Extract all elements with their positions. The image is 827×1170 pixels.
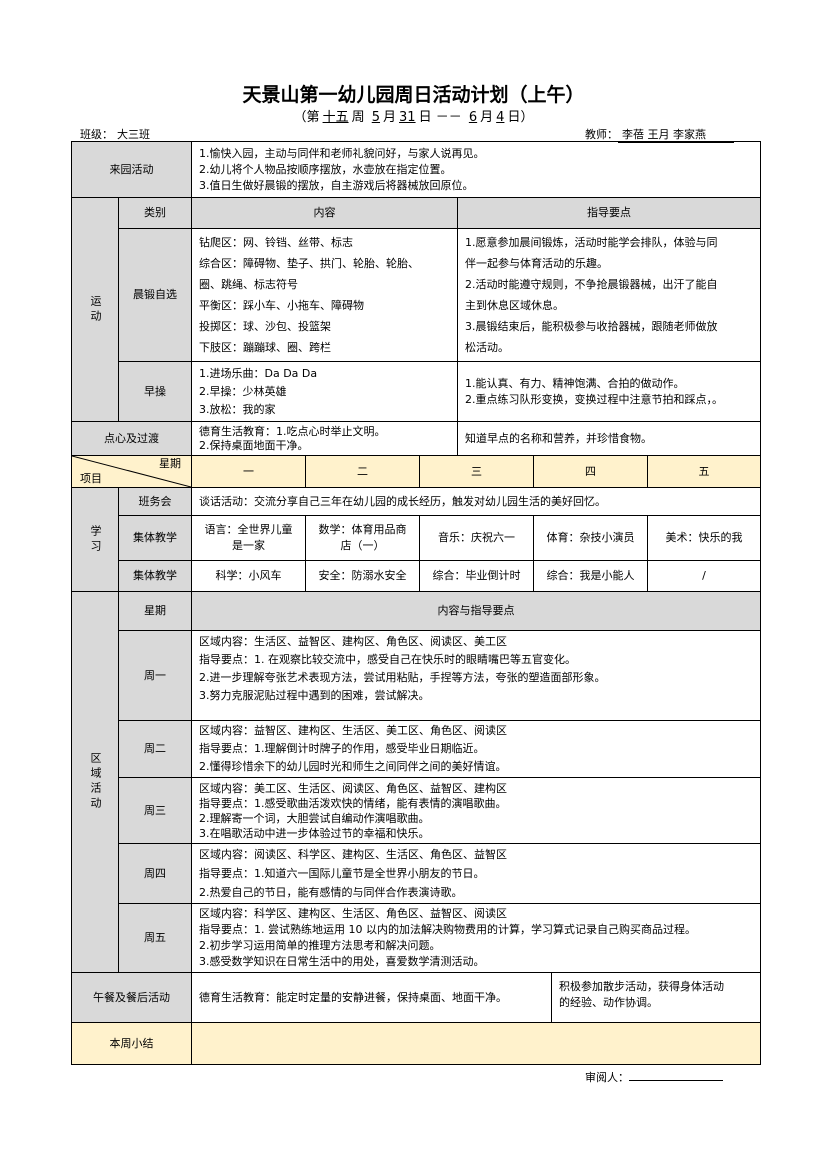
drill-guide: 1.能认真、有力、精神饱满、合拍的做动作。 2.重点练习队形变换，变换过程中注意… (457, 361, 761, 422)
morning-content: 钻爬区：网、铃铛、丝带、标志 综合区：障碍物、垫子、拱门、轮胎、轮胎、 圈、跳绳… (191, 228, 458, 362)
teaching-label: 集体教学 (118, 560, 192, 592)
diagonal-line (72, 456, 191, 487)
lunch-label: 午餐及餐后活动 (71, 972, 192, 1023)
reviewer-label: 审阅人： (585, 1071, 629, 1084)
sub-text: 月 (383, 110, 397, 125)
teaching-cell: 语言：全世界儿童 是一家 (191, 515, 306, 561)
area-day-label: 周二 (118, 720, 192, 778)
summary-label: 本周小结 (71, 1022, 192, 1065)
morning-label: 晨锻自选 (118, 228, 192, 362)
arrival-label: 来园活动 (71, 141, 192, 198)
teaching-cell: 音乐：庆祝六一 (419, 515, 534, 561)
day-header: 五 (647, 455, 761, 488)
category-header: 类别 (118, 197, 192, 229)
sub-text: 周 (351, 110, 365, 125)
teaching-cell: 数学：体育用品商 店（一） (305, 515, 420, 561)
teaching-cell: 美术：快乐的我 (647, 515, 761, 561)
snack-label: 点心及过渡 (71, 421, 192, 456)
snack-content: 德育生活教育：1.吃点心时举止文明。 2.保持桌面地面干净。 (191, 421, 458, 456)
teaching-cell: 体育：杂技小演员 (533, 515, 648, 561)
teacher-label: 教师： (585, 128, 618, 141)
day-header: 二 (305, 455, 420, 488)
lunch-guide: 积极参加散步活动，获得身体活动 的经验、动作协调。 (551, 972, 761, 1023)
area-day-text: 区域内容：生活区、益智区、建构区、角色区、阅读区、美工区 指导要点：1. 在观察… (191, 630, 761, 721)
teaching-cell: 综合：我是小能人 (533, 560, 648, 592)
end-month: 6 (468, 110, 478, 125)
sub-text: 日） (507, 110, 534, 125)
area-label: 区域活动 (71, 591, 119, 973)
week-number: 十五 (322, 110, 349, 125)
exercise-label: 运动 (71, 197, 119, 422)
teaching-cell: 科学：小风车 (191, 560, 306, 592)
week-item-corner: 星期 项目 (71, 455, 192, 488)
meeting-label: 班务会 (118, 487, 192, 516)
day-header: 一 (191, 455, 306, 488)
area-day-text: 区域内容：美工区、生活区、阅读区、角色区、益智区、建构区 指导要点：1.感受歌曲… (191, 777, 761, 844)
lunch-content: 德育生活教育：能定时定量的安静进餐，保持桌面、地面干净。 (191, 972, 552, 1023)
summary-field[interactable] (191, 1022, 761, 1065)
teacher-info: 教师： 李蓓 王月 李家燕 (585, 126, 734, 143)
area-day-text: 区域内容：益智区、建构区、生活区、美工区、角色区、阅读区 指导要点：1.理解倒计… (191, 720, 761, 778)
reviewer-signature-line[interactable] (629, 1068, 723, 1081)
area-day-text: 区域内容：阅读区、科学区、建构区、生活区、角色区、益智区 指导要点：1.知道六一… (191, 843, 761, 904)
page-title: 天景山第一幼儿园周日活动计划（上午） (242, 84, 585, 106)
teaching-cell: 综合：毕业倒计时 (419, 560, 534, 592)
drill-content: 1.进场乐曲：Da Da Da 2.早操：少林英雄 3.放松：我的家 (191, 361, 458, 422)
area-day-text: 区域内容：科学区、建构区、生活区、角色区、益智区、阅读区 指导要点：1. 尝试熟… (191, 903, 761, 973)
sub-prefix: （第 (293, 110, 320, 125)
start-day: 31 (399, 110, 416, 125)
meeting-text: 谈话活动：交流分享自己三年在幼儿园的成长经历，触发对幼儿园生活的美好回忆。 (191, 487, 761, 516)
reviewer: 审阅人： (585, 1068, 723, 1085)
start-month: 5 (371, 110, 381, 125)
area-day-header: 星期 (118, 591, 192, 631)
class-label: 班级： (80, 128, 113, 141)
area-day-label: 周五 (118, 903, 192, 973)
area-day-label: 周四 (118, 843, 192, 904)
drill-label: 早操 (118, 361, 192, 422)
day-header: 三 (419, 455, 534, 488)
snack-guide: 知道早点的名称和营养，并珍惜食物。 (457, 421, 761, 456)
sub-text: 日 －－ (418, 110, 462, 125)
guide-header: 指导要点 (457, 197, 761, 229)
item-label: 项目 (80, 472, 102, 485)
area-day-label: 周一 (118, 630, 192, 721)
arrival-text: 1.愉快入园，主动与同伴和老师礼貌问好，与家人说再见。 2.幼儿将个人物品按顺序… (191, 141, 761, 198)
end-day: 4 (496, 110, 505, 125)
area-content-header: 内容与指导要点 (191, 591, 761, 631)
sub-text: 月 (480, 110, 494, 125)
teaching-label: 集体教学 (118, 515, 192, 561)
teaching-cell: 安全：防溺水安全 (305, 560, 420, 592)
day-label: 星期 (159, 457, 181, 470)
teaching-cell: / (647, 560, 761, 592)
date-range: （第 十五周 5 月 31 日 －－ 6 月 4 日） (0, 106, 827, 125)
morning-guide: 1.愿意参加晨间锻炼，活动时能学会排队，体验与同 伴一起参与体育活动的乐趣。 2… (457, 228, 761, 362)
area-day-label: 周三 (118, 777, 192, 844)
teacher-value: 李蓓 王月 李家燕 (618, 126, 734, 143)
day-header: 四 (533, 455, 648, 488)
study-label: 学习 (71, 487, 119, 592)
content-header: 内容 (191, 197, 458, 229)
